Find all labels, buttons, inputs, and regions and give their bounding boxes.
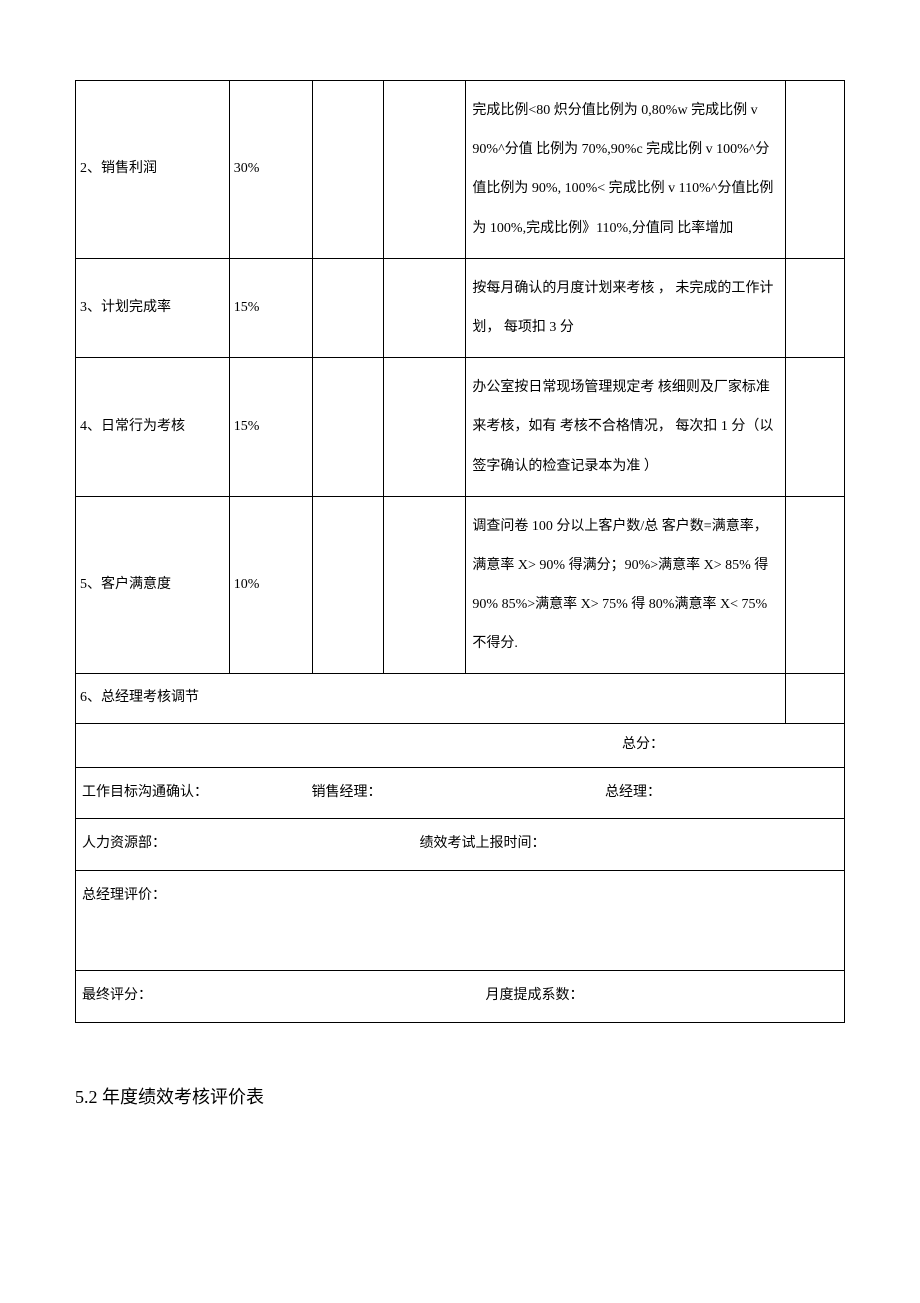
empty-cell — [383, 496, 466, 674]
confirm-cell: 工作目标沟通确认： 销售经理： 总经理： — [76, 767, 845, 819]
section-title: 5.2 年度绩效考核评价表 — [75, 1083, 845, 1109]
adjust-label: 6、总经理考核调节 — [76, 674, 786, 723]
empty-cell — [312, 496, 383, 674]
final-cell: 最终评分： 月度提成系数： — [76, 971, 845, 1023]
sales-mgr-label: 销售经理： — [312, 778, 382, 809]
row-name: 4、日常行为考核 — [76, 358, 230, 497]
empty-cell — [383, 81, 466, 259]
empty-cell — [312, 81, 383, 259]
evaluation-table: 2、销售利润 30% 完成比例<80 炽分值比例为 0,80%w 完成比例 v … — [75, 80, 845, 1023]
empty-cell — [785, 496, 844, 674]
report-time-label: 绩效考试上报时间： — [420, 829, 546, 860]
row-name: 5、客户满意度 — [76, 496, 230, 674]
empty-cell — [383, 258, 466, 357]
row-desc: 按每月确认的月度计划来考核 ， 未完成的工作计划， 每项扣 3 分 — [466, 258, 785, 357]
hr-cell: 人力资源部： 绩效考试上报时间： — [76, 819, 845, 871]
row-weight: 15% — [229, 258, 312, 357]
table-row: 3、计划完成率 15% 按每月确认的月度计划来考核 ， 未完成的工作计划， 每项… — [76, 258, 845, 357]
empty-cell — [785, 674, 844, 723]
total-label: 总分： — [76, 723, 845, 767]
document-page: 2、销售利润 30% 完成比例<80 炽分值比例为 0,80%w 完成比例 v … — [0, 0, 920, 1169]
adjustment-row: 6、总经理考核调节 — [76, 674, 845, 723]
total-row: 总分： — [76, 723, 845, 767]
empty-cell — [383, 358, 466, 497]
empty-cell — [312, 258, 383, 357]
row-desc: 完成比例<80 炽分值比例为 0,80%w 完成比例 v 90%^分值 比例为 … — [466, 81, 785, 259]
confirm-row: 工作目标沟通确认： 销售经理： 总经理： — [76, 767, 845, 819]
table-row: 4、日常行为考核 15% 办公室按日常现场管理规定考 核细则及厂家标准来考核，如… — [76, 358, 845, 497]
row-desc: 调查问卷 100 分以上客户数/总 客户数=满意率， 满意率 X> 90% 得满… — [466, 496, 785, 674]
empty-cell — [312, 358, 383, 497]
final-score-label: 最终评分： — [82, 981, 152, 1012]
empty-cell — [785, 358, 844, 497]
coeff-label: 月度提成系数： — [486, 981, 584, 1012]
confirm-label: 工作目标沟通确认： — [82, 778, 208, 809]
final-row: 最终评分： 月度提成系数： — [76, 971, 845, 1023]
table-row: 2、销售利润 30% 完成比例<80 炽分值比例为 0,80%w 完成比例 v … — [76, 81, 845, 259]
row-name: 3、计划完成率 — [76, 258, 230, 357]
gm-eval-label: 总经理评价： — [76, 871, 845, 971]
row-desc: 办公室按日常现场管理规定考 核细则及厂家标准来考核，如有 考核不合格情况， 每次… — [466, 358, 785, 497]
table-row: 5、客户满意度 10% 调查问卷 100 分以上客户数/总 客户数=满意率， 满… — [76, 496, 845, 674]
hr-label: 人力资源部： — [82, 829, 166, 860]
gm-eval-row: 总经理评价： — [76, 871, 845, 971]
hr-row: 人力资源部： 绩效考试上报时间： — [76, 819, 845, 871]
row-name: 2、销售利润 — [76, 81, 230, 259]
empty-cell — [785, 81, 844, 259]
row-weight: 10% — [229, 496, 312, 674]
row-weight: 15% — [229, 358, 312, 497]
gm-label: 总经理： — [605, 778, 661, 809]
empty-cell — [785, 258, 844, 357]
row-weight: 30% — [229, 81, 312, 259]
